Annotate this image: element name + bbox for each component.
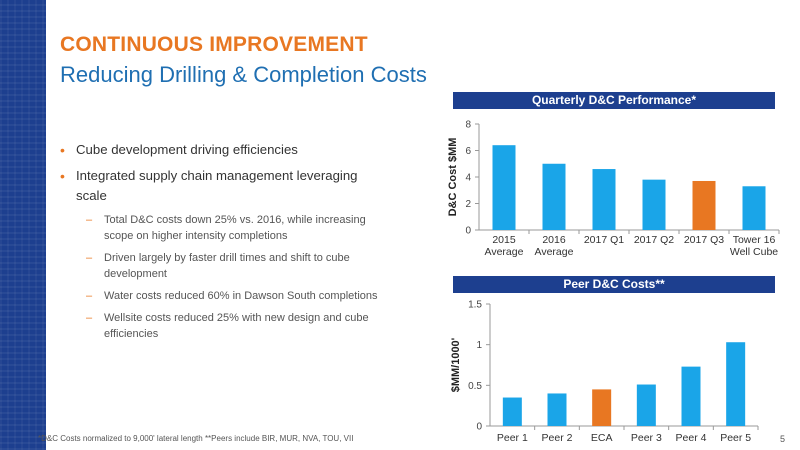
x-tick-label: 2015 <box>492 234 516 246</box>
x-tick-label: 2017 Q2 <box>634 234 674 246</box>
bullet-list: • Cube development driving efficiencies … <box>60 140 390 348</box>
y-tick-label: 6 <box>465 146 471 157</box>
peer-dc-chart: 0 0.5 1 1.5 $MM/1000' Peer 1 Peer 2 ECA Peer 3 Pe… <box>450 300 759 444</box>
bar <box>642 179 666 230</box>
y-tick-label: 4 <box>465 173 471 184</box>
sub-bullet-text: Wellsite costs reduced 25% with new desi… <box>104 312 369 340</box>
y-tick-label: 2 <box>465 199 471 210</box>
bullet-item: • Cube development driving efficiencies <box>60 140 390 160</box>
x-tick-label: Average <box>535 246 574 258</box>
bar <box>742 186 766 230</box>
sub-bullet-text: Driven largely by faster drill times and… <box>104 252 350 280</box>
bar <box>592 169 616 230</box>
sub-bullet-item: – Wellsite costs reduced 25% with new de… <box>60 310 390 342</box>
y-tick-label: 0 <box>476 422 482 433</box>
x-tick-label: 2017 Q1 <box>584 234 624 246</box>
y-tick-label: 1.5 <box>468 300 482 311</box>
dash-icon: – <box>86 252 93 264</box>
quarterly-chart-title: Quarterly D&C Performance* <box>453 92 775 109</box>
bar <box>492 145 516 230</box>
bar <box>592 389 612 426</box>
bullet-text: Cube development driving efficiencies <box>76 142 298 157</box>
y-axis-label: D&C Cost $MM <box>447 138 459 217</box>
bar <box>542 163 566 230</box>
bar <box>502 397 522 426</box>
x-tick-label: Peer 5 <box>720 432 751 444</box>
y-tick-label: 0 <box>465 226 471 237</box>
decorative-side-bar <box>0 0 46 450</box>
page-number: 5 <box>780 434 786 444</box>
bullet-text: Integrated supply chain management lever… <box>76 168 358 203</box>
x-tick-label: 2017 Q3 <box>684 234 724 246</box>
y-tick-label: 1 <box>476 340 482 351</box>
bullet-icon: • <box>60 168 65 184</box>
sub-bullet-item: – Total D&C costs down 25% vs. 2016, whi… <box>60 212 390 244</box>
bar <box>726 342 746 426</box>
x-tick-label: Well Cube <box>730 246 778 258</box>
sub-bullet-item: – Driven largely by faster drill times a… <box>60 250 390 282</box>
x-tick-label: Peer 3 <box>631 432 662 444</box>
sub-bullet-text: Water costs reduced 60% in Dawson South … <box>104 290 378 302</box>
dash-icon: – <box>86 312 93 324</box>
x-tick-label: ECA <box>591 432 613 444</box>
bar <box>547 393 567 426</box>
bar <box>692 180 716 230</box>
bullet-item: • Integrated supply chain management lev… <box>60 166 390 206</box>
y-tick-label: 8 <box>465 120 471 131</box>
x-tick-label: Peer 4 <box>676 432 707 444</box>
y-axis-label: $MM/1000' <box>450 337 462 392</box>
x-tick-label: Tower 16 <box>733 234 776 246</box>
dash-icon: – <box>86 290 93 302</box>
bar <box>636 384 656 426</box>
x-tick-label: 2016 <box>542 234 566 246</box>
sub-bullet-item: – Water costs reduced 60% in Dawson Sout… <box>60 288 390 304</box>
footnote: *D&C Costs normalized to 9,000' lateral … <box>38 434 354 443</box>
x-tick-label: Peer 1 <box>497 432 528 444</box>
bar <box>681 366 701 426</box>
sub-bullet-text: Total D&C costs down 25% vs. 2016, while… <box>104 214 366 242</box>
slide-title: CONTINUOUS IMPROVEMENT <box>60 33 368 56</box>
bullet-icon: • <box>60 142 65 158</box>
dash-icon: – <box>86 214 93 226</box>
slide-subtitle: Reducing Drilling & Completion Costs <box>60 62 427 87</box>
x-tick-label: Average <box>485 246 524 258</box>
x-tick-label: Peer 2 <box>542 432 573 444</box>
y-tick-label: 0.5 <box>468 381 482 392</box>
peer-chart-title: Peer D&C Costs** <box>453 276 775 293</box>
